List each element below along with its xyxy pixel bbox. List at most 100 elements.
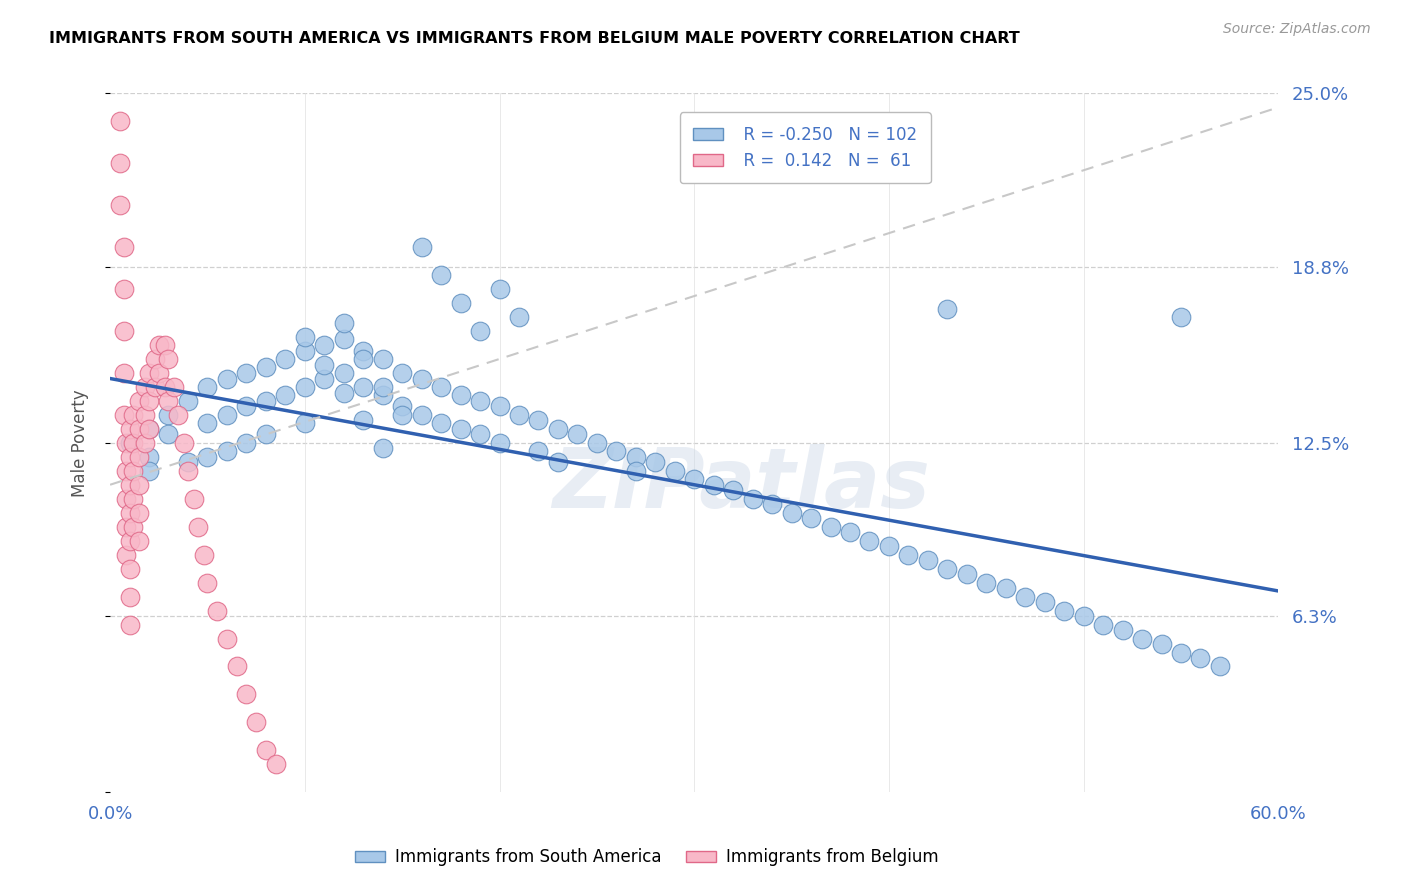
- Point: [624, 464, 647, 478]
- Point: [148, 338, 170, 352]
- Point: [391, 408, 413, 422]
- Point: [254, 360, 277, 375]
- Point: [114, 464, 136, 478]
- Point: [118, 533, 141, 548]
- Point: [527, 413, 550, 427]
- Point: [332, 366, 354, 380]
- Point: [128, 422, 150, 436]
- Point: [138, 366, 160, 380]
- Point: [586, 435, 609, 450]
- Point: [314, 338, 336, 352]
- Point: [193, 548, 215, 562]
- Point: [488, 435, 510, 450]
- Point: [411, 408, 433, 422]
- Point: [114, 519, 136, 533]
- Point: [917, 553, 939, 567]
- Point: [112, 324, 135, 338]
- Point: [197, 416, 219, 430]
- Text: Source: ZipAtlas.com: Source: ZipAtlas.com: [1223, 22, 1371, 37]
- Point: [294, 380, 316, 394]
- Point: [245, 715, 267, 730]
- Point: [134, 435, 156, 450]
- Point: [624, 450, 647, 464]
- Point: [800, 511, 823, 525]
- Point: [163, 380, 186, 394]
- Point: [371, 351, 394, 366]
- Point: [547, 422, 569, 436]
- Point: [527, 444, 550, 458]
- Point: [235, 688, 257, 702]
- Point: [314, 358, 336, 372]
- Point: [605, 444, 627, 458]
- Point: [122, 519, 145, 533]
- Point: [430, 416, 453, 430]
- Point: [450, 388, 472, 402]
- Point: [994, 581, 1017, 595]
- Point: [1092, 617, 1115, 632]
- Point: [352, 413, 374, 427]
- Point: [488, 282, 510, 296]
- Point: [332, 316, 354, 330]
- Point: [508, 408, 530, 422]
- Point: [1189, 651, 1212, 665]
- Point: [225, 659, 247, 673]
- Point: [644, 455, 666, 469]
- Point: [254, 427, 277, 442]
- Point: [128, 450, 150, 464]
- Point: [177, 455, 200, 469]
- Point: [112, 408, 135, 422]
- Point: [108, 114, 131, 128]
- Legend:   R = -0.250   N = 102,   R =  0.142   N =  61: R = -0.250 N = 102, R = 0.142 N = 61: [681, 112, 931, 183]
- Point: [215, 444, 238, 458]
- Point: [1111, 623, 1133, 637]
- Point: [721, 483, 744, 498]
- Text: IMMIGRANTS FROM SOUTH AMERICA VS IMMIGRANTS FROM BELGIUM MALE POVERTY CORRELATIO: IMMIGRANTS FROM SOUTH AMERICA VS IMMIGRA…: [49, 31, 1019, 46]
- Point: [122, 491, 145, 506]
- Point: [128, 533, 150, 548]
- Point: [197, 450, 219, 464]
- Point: [956, 567, 979, 582]
- Point: [1170, 646, 1192, 660]
- Point: [1014, 590, 1036, 604]
- Point: [264, 757, 287, 772]
- Point: [1053, 603, 1076, 617]
- Point: [205, 603, 228, 617]
- Point: [235, 366, 257, 380]
- Point: [839, 525, 862, 540]
- Point: [112, 240, 135, 254]
- Point: [450, 296, 472, 310]
- Point: [1033, 595, 1056, 609]
- Point: [114, 548, 136, 562]
- Point: [430, 380, 453, 394]
- Point: [1170, 310, 1192, 324]
- Point: [936, 301, 959, 316]
- Point: [664, 464, 686, 478]
- Point: [936, 561, 959, 575]
- Point: [183, 491, 205, 506]
- Point: [112, 366, 135, 380]
- Point: [468, 393, 491, 408]
- Point: [197, 575, 219, 590]
- Legend: Immigrants from South America, Immigrants from Belgium: Immigrants from South America, Immigrant…: [349, 842, 945, 873]
- Point: [314, 371, 336, 385]
- Point: [703, 477, 725, 491]
- Point: [274, 388, 297, 402]
- Point: [118, 450, 141, 464]
- Point: [235, 400, 257, 414]
- Point: [450, 422, 472, 436]
- Point: [128, 506, 150, 520]
- Point: [177, 393, 200, 408]
- Point: [411, 371, 433, 385]
- Point: [197, 380, 219, 394]
- Point: [352, 351, 374, 366]
- Point: [254, 743, 277, 757]
- Point: [877, 539, 900, 553]
- Point: [391, 400, 413, 414]
- Point: [128, 393, 150, 408]
- Point: [118, 422, 141, 436]
- Point: [157, 408, 180, 422]
- Point: [153, 380, 176, 394]
- Point: [488, 400, 510, 414]
- Point: [332, 332, 354, 346]
- Point: [974, 575, 997, 590]
